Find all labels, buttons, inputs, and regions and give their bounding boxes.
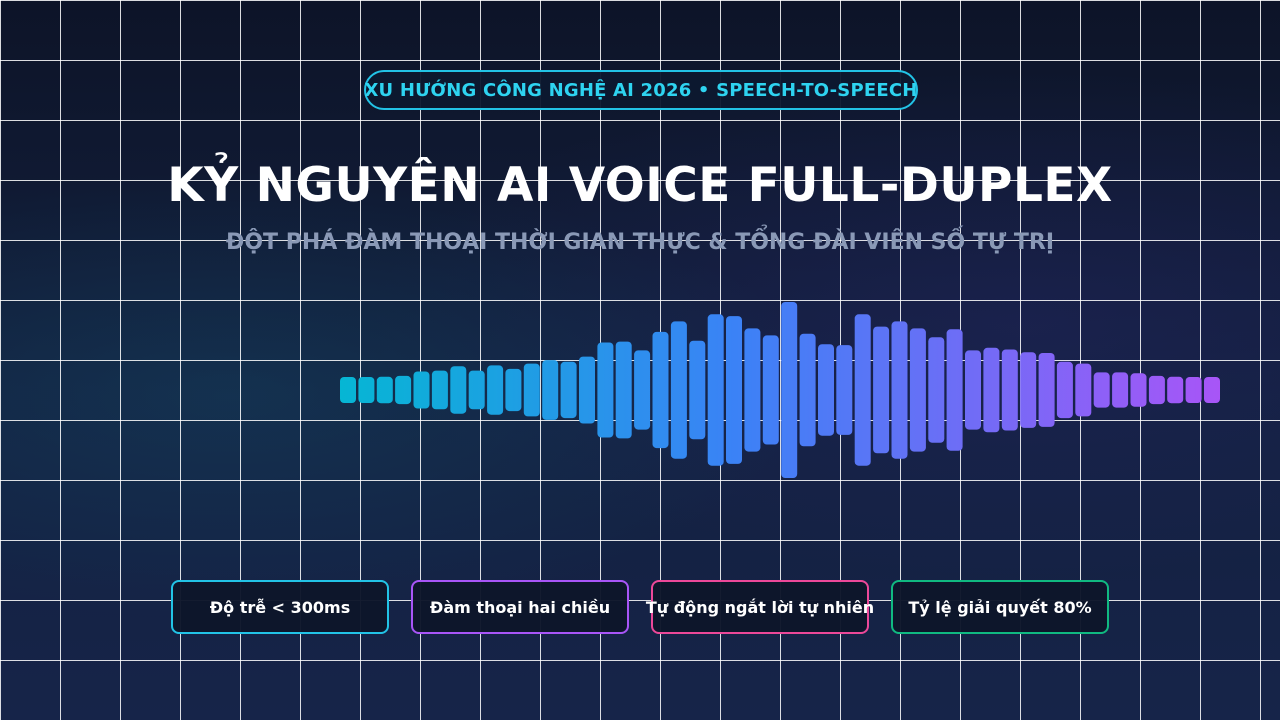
waveform-bar: [450, 366, 467, 414]
feature-card-duplex: Đàm thoại hai chiều: [411, 580, 629, 634]
waveform-bar: [340, 377, 356, 403]
waveform-bar: [909, 328, 926, 452]
feature-card-label: Tỷ lệ giải quyết 80%: [908, 597, 1092, 617]
waveform-bar: [579, 356, 595, 424]
waveform-bar: [505, 368, 522, 412]
waveform-bar: [836, 345, 853, 435]
feature-card-resolution: Tỷ lệ giải quyết 80%: [891, 580, 1109, 634]
waveform-bar: [615, 341, 632, 439]
waveform-bar: [965, 350, 981, 430]
waveform-bar: [395, 375, 412, 405]
waveform-bar: [1185, 377, 1202, 403]
waveform-bar: [1001, 349, 1018, 431]
feature-card-latency: Độ trễ < 300ms: [171, 580, 389, 634]
waveform-bar: [652, 331, 669, 449]
waveform-bar: [744, 328, 761, 452]
feature-card-label: Tự động ngắt lời tự nhiên: [645, 597, 875, 617]
waveform-bar: [1038, 353, 1055, 427]
waveform-bar: [854, 314, 871, 466]
waveform-bar: [1167, 376, 1184, 404]
waveform-bar: [487, 365, 504, 415]
waveform-bar: [560, 361, 577, 419]
waveform-bar: [891, 321, 908, 459]
waveform-bar: [542, 360, 559, 420]
waveform-bar: [597, 342, 614, 438]
waveform-bar: [413, 371, 430, 409]
waveform-bar: [946, 329, 963, 451]
waveform-bar: [634, 350, 651, 430]
waveform-bar: [1056, 361, 1073, 419]
waveform-bar: [670, 321, 687, 459]
trend-badge-label: XU HƯỚNG CÔNG NGHỆ AI 2026 • SPEECH-TO-S…: [364, 79, 918, 101]
waveform-bar: [818, 344, 834, 436]
trend-badge: XU HƯỚNG CÔNG NGHỆ AI 2026 • SPEECH-TO-S…: [364, 70, 918, 110]
waveform-bar: [376, 376, 393, 404]
feature-card-label: Đàm thoại hai chiều: [429, 597, 611, 617]
waveform-bar: [1093, 372, 1110, 408]
waveform-bar: [1148, 375, 1165, 405]
waveform-bar: [523, 363, 540, 417]
feature-card-label: Độ trễ < 300ms: [209, 597, 351, 617]
audio-waveform: [340, 302, 1220, 478]
waveform-bar: [1020, 352, 1037, 428]
waveform-bar: [726, 316, 742, 464]
page-title: KỶ NGUYÊN AI VOICE FULL-DUPLEX: [167, 158, 1113, 213]
waveform-bar: [873, 326, 890, 454]
waveform-bar: [431, 370, 448, 410]
waveform-bar: [781, 302, 798, 478]
waveform-bar: [1075, 363, 1092, 417]
waveform-bar: [468, 370, 485, 410]
waveform-bar: [358, 377, 375, 403]
waveform-bar: [707, 314, 724, 466]
waveform-bar: [799, 333, 816, 447]
page-subtitle: ĐỘT PHÁ ĐÀM THOẠI THỜI GIAN THỰC & TỔNG …: [225, 230, 1055, 255]
feature-card-interruption: Tự động ngắt lời tự nhiên: [646, 580, 874, 634]
waveform-bar: [1204, 377, 1220, 403]
waveform-bar: [928, 337, 945, 443]
waveform-bar: [762, 335, 779, 445]
waveform-bar: [1112, 372, 1129, 408]
waveform-bar: [983, 347, 1000, 433]
waveform-bar: [689, 340, 706, 440]
waveform-bar: [1130, 373, 1147, 407]
